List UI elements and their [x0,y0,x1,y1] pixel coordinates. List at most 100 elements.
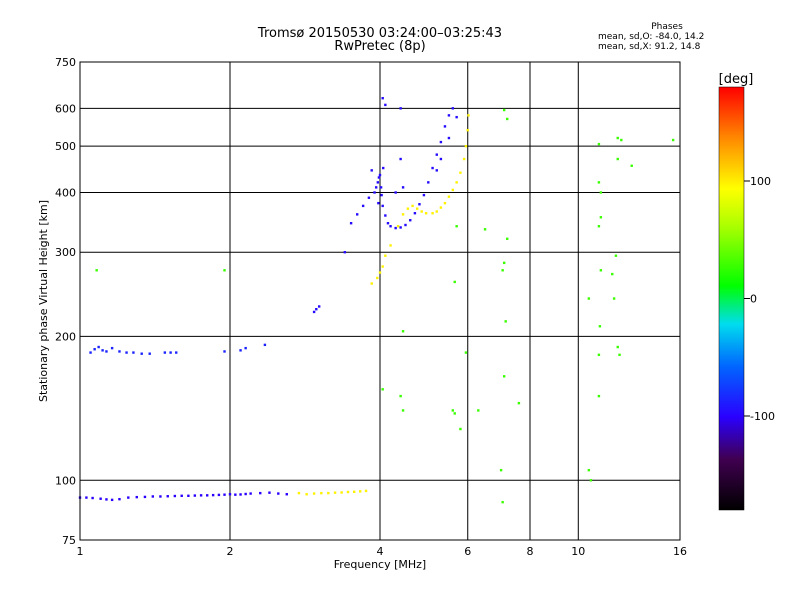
data-point [239,493,242,496]
data-point [297,491,301,495]
data-point [466,128,469,132]
colorbar [718,86,745,511]
data-point [401,186,405,189]
data-point [443,125,447,128]
data-point [598,325,602,328]
data-point [409,219,412,222]
data-point [320,491,323,495]
data-point [364,489,368,493]
data-point [105,350,108,353]
data-point [413,212,417,215]
x-tick-label: 16 [673,545,687,558]
data-point [389,225,392,228]
data-point [327,491,330,495]
data-point [611,272,614,276]
data-point [427,181,430,184]
data-point [453,412,456,415]
data-point [135,495,138,499]
data-point [467,114,470,117]
data-point [630,164,633,167]
data-point [205,494,209,497]
x-axis-label: Frequency [MHz] [334,558,426,571]
data-point [378,271,382,274]
data-point [355,213,359,216]
data-point [505,117,509,121]
data-point [268,491,271,494]
data-point [166,495,169,498]
data-point [259,491,262,495]
y-tick-label: 600 [55,102,76,115]
chart-subtitle: RwPretec (8p) [334,39,426,54]
data-point [234,493,237,496]
data-point [386,222,390,225]
data-point [502,108,506,112]
data-point [464,351,468,354]
x-tick-label: 2 [227,545,234,558]
data-point [381,204,384,208]
data-point [169,351,172,354]
data-point [431,166,434,170]
phase-stats-x: mean, sd,X: 91.2, 14.8 [598,42,701,52]
data-point [118,497,121,501]
colorbar-tick-label: 0 [750,293,757,306]
data-point [193,494,197,497]
data-point [99,497,102,500]
data-point [132,351,135,354]
data-point [447,136,451,140]
data-point [125,351,128,354]
x-tick-label: 1 [77,545,84,558]
data-point [499,468,503,472]
grid-lines [80,62,680,540]
data-point [159,495,162,498]
data-point [394,191,397,194]
data-point [399,107,402,110]
chart-title: Tromsø 20150530 03:24:00–03:25:43 [257,26,503,41]
data-point [85,496,88,499]
data-point [382,166,385,170]
data-point [127,496,130,499]
data-point [110,346,114,350]
data-point [151,495,155,498]
data-point [143,495,147,499]
data-point [616,345,619,349]
data-point [317,305,321,308]
data-point [618,353,621,357]
data-point [597,225,601,228]
data-point [401,409,405,412]
phase-stats: Phases mean, sd,O: -84.0, 14.2 mean, sd,… [598,22,708,52]
data-point [211,493,215,497]
data-point [373,191,376,194]
plot-frame [79,61,681,541]
y-tick-label: 200 [55,330,76,343]
data-point [587,297,591,300]
data-point [315,307,318,311]
x-tick-label: 8 [527,545,534,558]
data-point [439,157,443,161]
data-point [455,181,458,184]
data-point [415,207,419,210]
data-point [399,226,402,229]
data-point [305,493,308,496]
data-point [517,401,521,405]
data-point [352,490,356,494]
data-point [401,330,405,333]
data-point [378,173,382,177]
data-point [447,195,451,198]
data-point [384,103,387,107]
data-point [455,225,458,228]
data-point [462,157,466,161]
data-point [187,494,190,497]
colorbar-tick-label: 100 [750,175,771,188]
data-point [399,157,402,161]
data-point [501,269,504,272]
y-tick-label: 100 [55,474,76,487]
data-point [277,492,280,495]
data-point [616,157,619,161]
data-point [404,223,407,227]
data-point [173,494,177,498]
data-point [379,186,383,189]
data-point [97,345,100,349]
data-point [589,479,593,482]
y-tick-label: 750 [55,56,76,69]
data-point [616,136,619,140]
